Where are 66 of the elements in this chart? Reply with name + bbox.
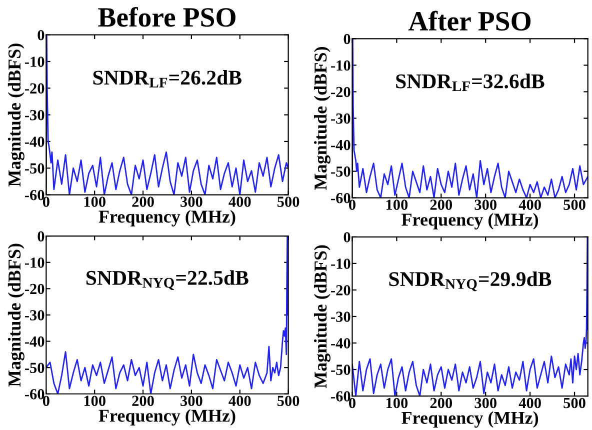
line-series [46, 236, 288, 394]
x-tick-label: 300 [180, 396, 202, 406]
y-tick-label: -10 [24, 56, 44, 67]
x-tick-label: 500 [277, 396, 300, 406]
line-series [46, 34, 288, 195]
annotation: SNDR$_{LF}$=26.2dB [93, 70, 242, 88]
x-tick-label: 200 [430, 398, 452, 408]
y-tick-label: -40 [24, 136, 44, 147]
x-tick-label: 500 [277, 196, 300, 207]
x-tick-label: 400 [228, 196, 251, 207]
annotation: SNDR$_{NYQ}$=22.5dB [86, 270, 248, 290]
y-tick-label: -30 [24, 310, 44, 320]
x-tick-label: 100 [84, 396, 106, 406]
y-tick-label: -50 [24, 362, 44, 374]
x-axis-title: Frequency (MHz) [98, 210, 236, 226]
y-tick-label: -10 [24, 258, 44, 268]
x-tick-label: 200 [430, 200, 452, 210]
y-tick-label: -20 [24, 284, 44, 294]
y-tick-label: -10 [331, 60, 350, 71]
y-tick-label: -50 [24, 163, 44, 174]
y-tick-label: -60 [331, 192, 350, 204]
y-tick-label: -30 [331, 113, 350, 124]
y-axis-title: Magnitude (dBFS) [8, 244, 24, 387]
x-tick-label: 400 [228, 396, 251, 406]
y-tick-label: -30 [331, 312, 350, 322]
y-tick-label: -20 [331, 285, 350, 296]
annotation: SNDR$_{LF}$=32.6dB [396, 74, 544, 91]
y-tick-label: -10 [331, 258, 350, 269]
annotation: SNDR$_{NYQ}$=29.9dB [389, 271, 552, 292]
y-tick-label: -40 [24, 336, 44, 347]
x-axis-title: Frequency (MHz) [98, 409, 236, 426]
y-tick-label: -20 [331, 86, 350, 98]
y-tick-label: -60 [24, 389, 44, 400]
y-tick-label: -40 [331, 338, 350, 348]
y-tick-label: -60 [331, 391, 350, 402]
y-tick-label: -60 [24, 190, 44, 200]
x-tick-label: 400 [518, 398, 541, 408]
y-tick-label: 0 [38, 30, 44, 40]
y-tick-label: 0 [344, 34, 350, 44]
x-tick-label: 200 [132, 396, 154, 406]
line-series [352, 236, 588, 396]
y-axis-title: Magnitude (dBFS) [8, 44, 24, 186]
x-tick-label: 100 [386, 398, 408, 408]
y-tick-label: 0 [344, 232, 350, 242]
x-tick-label: 400 [518, 200, 541, 210]
y-axis-title: Magnitude (dBFS) [314, 47, 330, 190]
line-series [352, 38, 588, 198]
y-tick-label: -40 [331, 140, 350, 150]
x-tick-label: 500 [564, 398, 586, 408]
x-tick-label: 300 [474, 398, 496, 408]
y-tick-label: 0 [38, 231, 44, 242]
x-axis-title: Frequency (MHz) [402, 411, 538, 428]
x-axis-title: Frequency (MHz) [402, 213, 538, 230]
chart-title: After PSO [408, 10, 531, 31]
x-tick-label: 300 [474, 200, 496, 210]
y-tick-label: -50 [331, 364, 350, 375]
x-tick-label: 100 [84, 196, 106, 207]
x-tick-label: 300 [180, 196, 202, 207]
y-tick-label: -30 [24, 110, 44, 120]
x-tick-label: 100 [386, 200, 408, 210]
chart-title: Before PSO [98, 6, 236, 27]
y-axis-title: Magnitude (dBFS) [314, 245, 330, 388]
y-tick-label: -20 [24, 83, 44, 94]
x-tick-label: 500 [564, 200, 586, 210]
y-tick-label: -50 [331, 166, 350, 177]
x-tick-label: 200 [132, 196, 154, 207]
